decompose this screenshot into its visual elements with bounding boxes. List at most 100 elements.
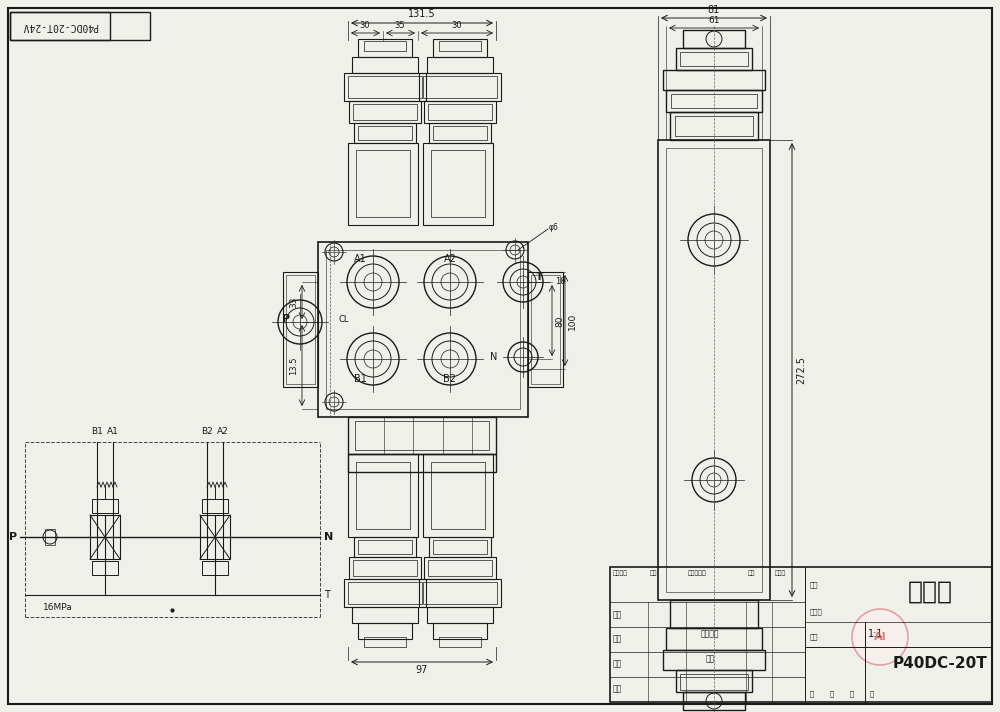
Bar (427, 57, 493, 73)
Bar (427, 607, 493, 623)
Bar (92, 561, 118, 575)
Bar (92, 499, 118, 513)
Bar (433, 623, 487, 639)
Bar (348, 582, 422, 604)
Bar (356, 150, 410, 217)
Bar (353, 104, 417, 120)
Text: P40DC-20T-24V: P40DC-20T-24V (22, 21, 98, 31)
Text: 272.5: 272.5 (796, 356, 806, 384)
Bar (680, 52, 748, 66)
Text: T: T (536, 272, 544, 282)
Circle shape (852, 609, 908, 665)
Bar (431, 462, 485, 529)
Text: 81: 81 (708, 5, 720, 15)
Bar (10, 12, 110, 40)
Bar (364, 637, 406, 647)
Bar (355, 421, 489, 450)
Bar (658, 140, 770, 600)
Bar (683, 30, 745, 48)
Bar (439, 637, 481, 647)
Text: P: P (9, 532, 17, 542)
Bar (429, 123, 491, 143)
Bar (348, 417, 496, 454)
Text: 33: 33 (289, 296, 298, 308)
Text: 131.5: 131.5 (408, 9, 436, 19)
Bar (666, 628, 762, 650)
Bar (358, 39, 412, 57)
Bar (423, 76, 497, 98)
Bar (663, 70, 765, 90)
Bar (431, 150, 485, 217)
Bar (419, 73, 501, 101)
Text: 外形图: 外形图 (908, 580, 952, 604)
Text: 分区: 分区 (650, 570, 658, 576)
Bar (358, 540, 412, 554)
Bar (352, 57, 418, 73)
Bar (419, 579, 501, 607)
Text: 页: 页 (830, 691, 834, 697)
Text: 16MPa: 16MPa (43, 602, 73, 612)
Text: 页: 页 (870, 691, 874, 697)
Bar (344, 73, 426, 101)
Text: 校对: 校对 (613, 659, 622, 669)
Text: φ6: φ6 (549, 224, 559, 233)
Bar (424, 101, 496, 123)
Bar (428, 104, 492, 120)
Text: 制图: 制图 (613, 634, 622, 644)
Bar (610, 567, 992, 702)
Bar (344, 579, 426, 607)
Bar (675, 116, 753, 136)
Bar (364, 41, 406, 51)
Text: 签名: 签名 (748, 570, 756, 576)
Text: 1:1: 1:1 (868, 629, 884, 639)
Bar (531, 275, 560, 384)
Bar (349, 101, 421, 123)
Bar (671, 94, 757, 108)
Bar (356, 462, 410, 529)
Bar (348, 454, 418, 537)
Bar (349, 557, 421, 579)
Bar (202, 499, 228, 513)
Bar (680, 674, 748, 690)
Bar (670, 112, 758, 140)
Text: 图样标记: 图样标记 (613, 570, 628, 576)
Bar (433, 39, 487, 57)
Bar (348, 454, 496, 472)
Text: 13.5: 13.5 (289, 357, 298, 375)
Text: 100: 100 (568, 313, 577, 330)
Text: 审核: 审核 (613, 684, 622, 693)
Text: 30: 30 (360, 21, 370, 30)
Text: 图纸编号: 图纸编号 (701, 629, 719, 639)
Text: A2: A2 (217, 427, 229, 436)
Text: 35: 35 (395, 21, 405, 30)
Bar (676, 670, 752, 692)
Bar (439, 41, 481, 51)
Text: B2: B2 (444, 374, 456, 384)
Text: 97: 97 (416, 665, 428, 675)
Bar (348, 143, 418, 225)
Text: T: T (324, 590, 330, 600)
Text: 更改文件号: 更改文件号 (688, 570, 707, 576)
Bar (354, 123, 416, 143)
Text: P40DC-20T: P40DC-20T (893, 656, 987, 671)
Bar (10, 12, 150, 40)
Text: 年月日: 年月日 (775, 570, 786, 576)
Text: AI: AI (874, 632, 886, 642)
Text: A1: A1 (107, 427, 119, 436)
Text: CL: CL (339, 315, 349, 323)
Text: B2: B2 (201, 427, 213, 436)
Bar (433, 126, 487, 140)
Bar (202, 561, 228, 575)
Bar (358, 623, 412, 639)
Bar (283, 272, 318, 387)
Text: B1: B1 (354, 374, 366, 384)
Bar (352, 607, 418, 623)
Text: 80: 80 (555, 315, 564, 327)
Bar (200, 515, 230, 559)
Bar (90, 515, 120, 559)
Bar (676, 48, 752, 70)
Text: 61: 61 (708, 16, 720, 25)
Bar (326, 250, 520, 409)
Text: 10: 10 (555, 278, 566, 286)
Bar (358, 126, 412, 140)
